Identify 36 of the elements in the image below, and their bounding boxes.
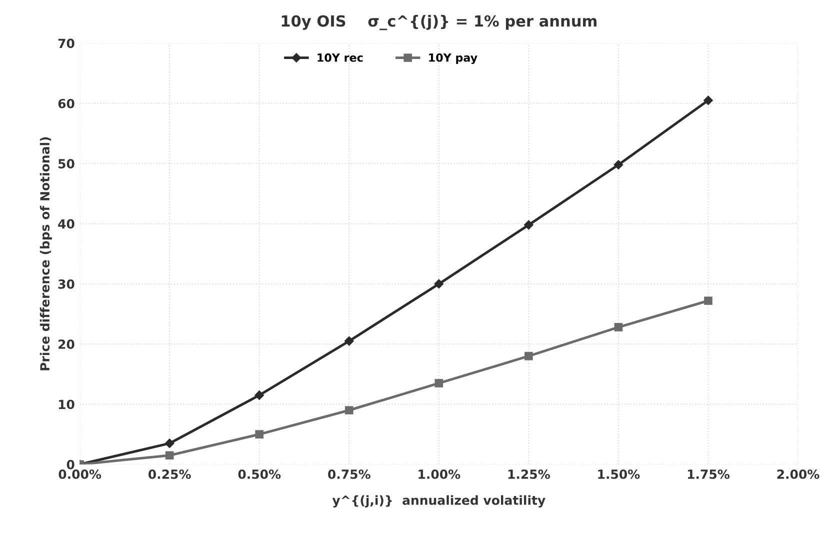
y-tick-label: 70 bbox=[58, 38, 74, 48]
point bbox=[164, 438, 174, 448]
point bbox=[524, 352, 533, 360]
x-tick-label: 0.00% bbox=[58, 469, 102, 479]
point bbox=[254, 390, 264, 400]
x-axis-title: y^{(j,i)} annualized volatility bbox=[332, 495, 546, 508]
x-tick-label: 1.00% bbox=[418, 469, 460, 479]
x-tick-label: 0.25% bbox=[148, 469, 191, 479]
x-tick-label: 1.75% bbox=[688, 469, 730, 479]
point bbox=[614, 160, 624, 170]
x-tick-label: 1.50% bbox=[598, 469, 640, 479]
legend-label: 10Y rec bbox=[318, 53, 363, 62]
y-tick-label: 10 bbox=[58, 400, 74, 410]
x-tick-label: 1.25% bbox=[508, 469, 550, 479]
point bbox=[344, 336, 354, 346]
legend-label: 10Y pay bbox=[429, 53, 478, 64]
point bbox=[524, 220, 534, 230]
y-tick-label: 0 bbox=[66, 460, 74, 470]
point bbox=[255, 430, 264, 438]
point bbox=[344, 406, 354, 414]
point bbox=[704, 296, 712, 305]
point bbox=[165, 451, 174, 460]
y-tick-label: 20 bbox=[58, 340, 74, 349]
y-tick-label: 30 bbox=[58, 279, 74, 289]
x-tick-label: 0.50% bbox=[238, 469, 281, 479]
point bbox=[434, 379, 444, 388]
point bbox=[434, 279, 444, 289]
y-tick-label: 60 bbox=[58, 98, 74, 108]
chart-title: 10y OIS σ_c^{(j)} = 1% per annum bbox=[282, 14, 596, 30]
x-tick-label: 2.00% bbox=[777, 469, 820, 479]
y-tick-label: 50 bbox=[58, 159, 74, 168]
point bbox=[704, 96, 713, 105]
y-tick-label: 40 bbox=[58, 219, 74, 229]
point bbox=[614, 323, 623, 332]
y-axis-title: Price difference (bps of Notional) bbox=[40, 137, 52, 370]
x-tick-label: 0.75% bbox=[328, 469, 370, 479]
